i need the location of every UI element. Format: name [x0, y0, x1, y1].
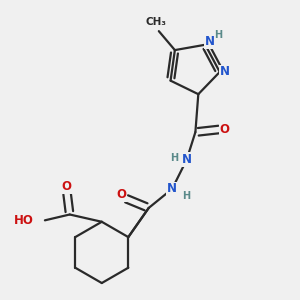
Text: O: O — [220, 123, 230, 136]
Text: N: N — [205, 35, 214, 48]
Text: HO: HO — [14, 214, 34, 227]
Text: CH₃: CH₃ — [146, 17, 167, 27]
Text: N: N — [167, 182, 177, 196]
Text: N: N — [220, 65, 230, 79]
Text: O: O — [62, 180, 72, 193]
Text: O: O — [116, 188, 126, 201]
Text: H: H — [214, 29, 222, 40]
Text: N: N — [182, 153, 192, 166]
Text: H: H — [183, 191, 191, 201]
Text: H: H — [170, 153, 178, 164]
